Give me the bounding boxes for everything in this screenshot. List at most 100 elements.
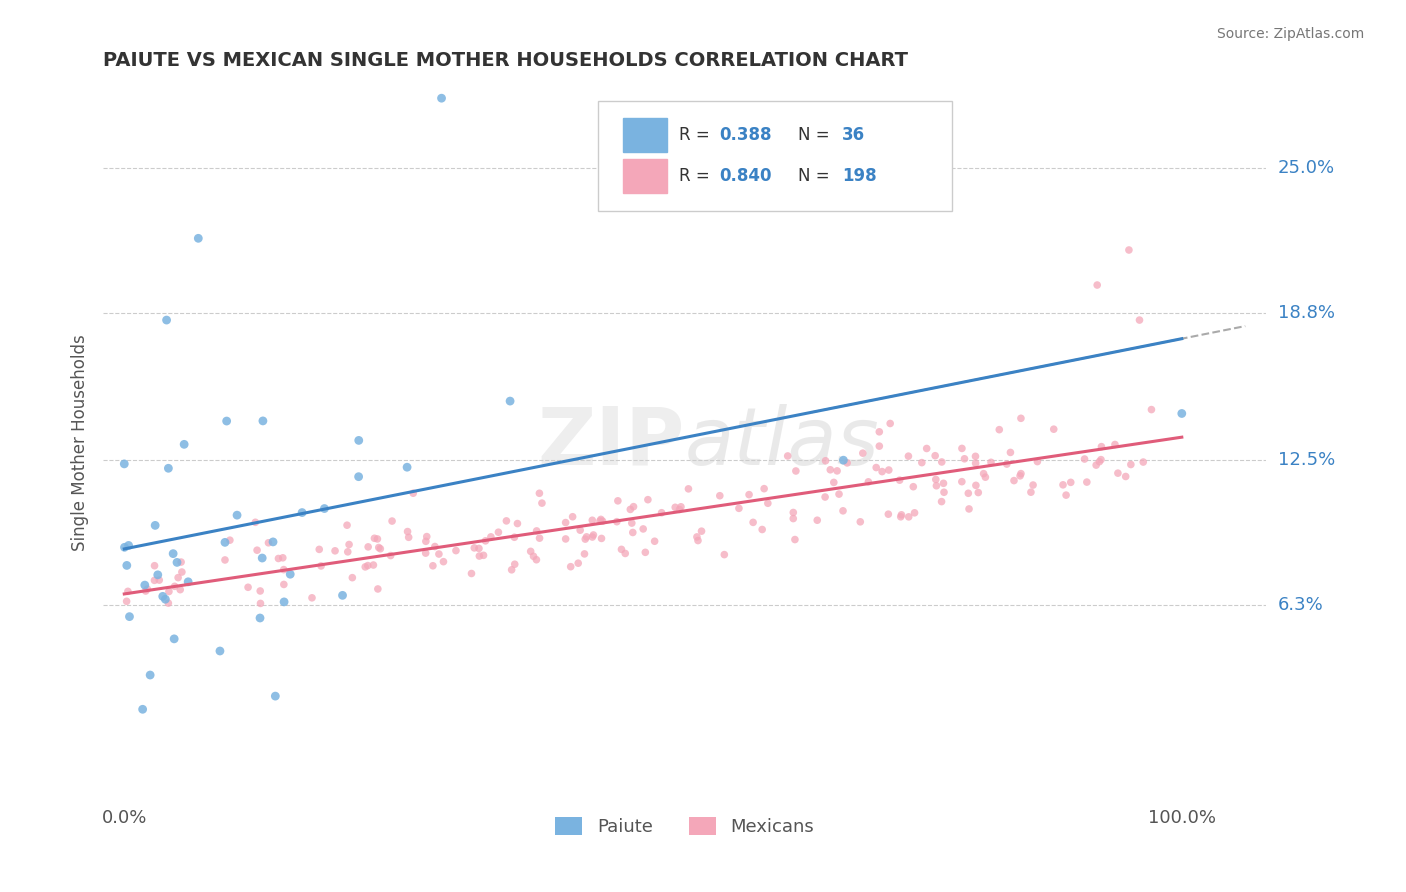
Point — [1010, 468, 1032, 483]
Point — [415, 546, 437, 560]
Point — [529, 486, 551, 500]
Point — [262, 535, 284, 549]
Point — [402, 486, 425, 500]
Point — [1022, 478, 1045, 492]
Point — [890, 509, 912, 524]
Point — [278, 567, 301, 582]
Point — [309, 558, 332, 573]
Legend: Paiute, Mexicans: Paiute, Mexicans — [548, 809, 821, 843]
Point — [112, 457, 135, 471]
Point — [522, 549, 544, 564]
Point — [690, 524, 713, 538]
Point — [751, 523, 773, 537]
Point — [347, 434, 370, 448]
Point — [337, 537, 360, 551]
Point — [742, 516, 765, 530]
Point — [323, 544, 346, 558]
Point — [783, 533, 806, 547]
FancyBboxPatch shape — [598, 101, 952, 211]
Point — [503, 530, 526, 544]
Point — [832, 453, 855, 467]
Point — [903, 506, 925, 520]
Point — [134, 578, 156, 592]
Point — [637, 492, 659, 507]
Point — [806, 513, 828, 527]
Point — [177, 574, 200, 589]
Point — [651, 506, 673, 520]
Point — [1132, 455, 1154, 469]
Text: 0.840: 0.840 — [720, 167, 772, 185]
Point — [957, 486, 980, 500]
Point — [506, 516, 529, 531]
Point — [396, 524, 419, 539]
Point — [868, 425, 890, 439]
Point — [1104, 437, 1126, 451]
Point — [398, 530, 420, 544]
Point — [1119, 458, 1142, 472]
Point — [1128, 313, 1150, 327]
Point — [301, 591, 323, 605]
Point — [877, 507, 900, 521]
Point — [152, 590, 174, 604]
Point — [1000, 445, 1022, 459]
Point — [776, 449, 799, 463]
Point — [668, 502, 690, 516]
Point — [925, 479, 948, 493]
Point — [837, 456, 859, 470]
Point — [870, 465, 893, 479]
Point — [245, 516, 267, 530]
Point — [965, 450, 987, 464]
Point — [785, 464, 807, 478]
Point — [932, 485, 955, 500]
Point — [354, 560, 377, 574]
Point — [852, 446, 875, 460]
Point — [1042, 422, 1064, 436]
Point — [567, 556, 589, 570]
Point — [1019, 485, 1042, 500]
Point — [950, 442, 973, 456]
Point — [430, 91, 453, 105]
Point — [157, 584, 180, 599]
Point — [273, 577, 295, 591]
Text: PAIUTE VS MEXICAN SINGLE MOTHER HOUSEHOLDS CORRELATION CHART: PAIUTE VS MEXICAN SINGLE MOTHER HOUSEHOL… — [103, 51, 908, 70]
Point — [249, 584, 271, 599]
Point — [314, 501, 336, 516]
Bar — [623, 159, 668, 194]
Point — [501, 563, 523, 577]
Point — [988, 423, 1011, 437]
Point — [499, 394, 522, 409]
Point — [218, 533, 240, 548]
Text: N =: N = — [797, 167, 835, 185]
Point — [273, 563, 295, 577]
Point — [423, 540, 446, 554]
Point — [752, 482, 775, 496]
Point — [620, 516, 643, 530]
Point — [363, 531, 385, 545]
Point — [117, 584, 139, 599]
Point — [1002, 474, 1025, 488]
Point — [965, 478, 987, 492]
Point — [460, 566, 482, 581]
Point — [631, 522, 654, 536]
Point — [664, 500, 686, 515]
Point — [530, 496, 553, 510]
Point — [931, 455, 953, 469]
Point — [931, 494, 953, 508]
Point — [623, 500, 645, 514]
Point — [357, 540, 380, 554]
Point — [271, 550, 294, 565]
Point — [139, 668, 162, 682]
Text: 12.5%: 12.5% — [1278, 451, 1334, 469]
Point — [911, 456, 934, 470]
Point — [366, 532, 388, 546]
Point — [115, 558, 138, 573]
Point — [849, 515, 872, 529]
Point — [554, 516, 576, 530]
Point — [115, 594, 138, 608]
Point — [155, 592, 177, 607]
Point — [444, 543, 467, 558]
Point — [146, 567, 169, 582]
Point — [170, 565, 193, 579]
Point — [606, 515, 628, 529]
Point — [246, 543, 269, 558]
